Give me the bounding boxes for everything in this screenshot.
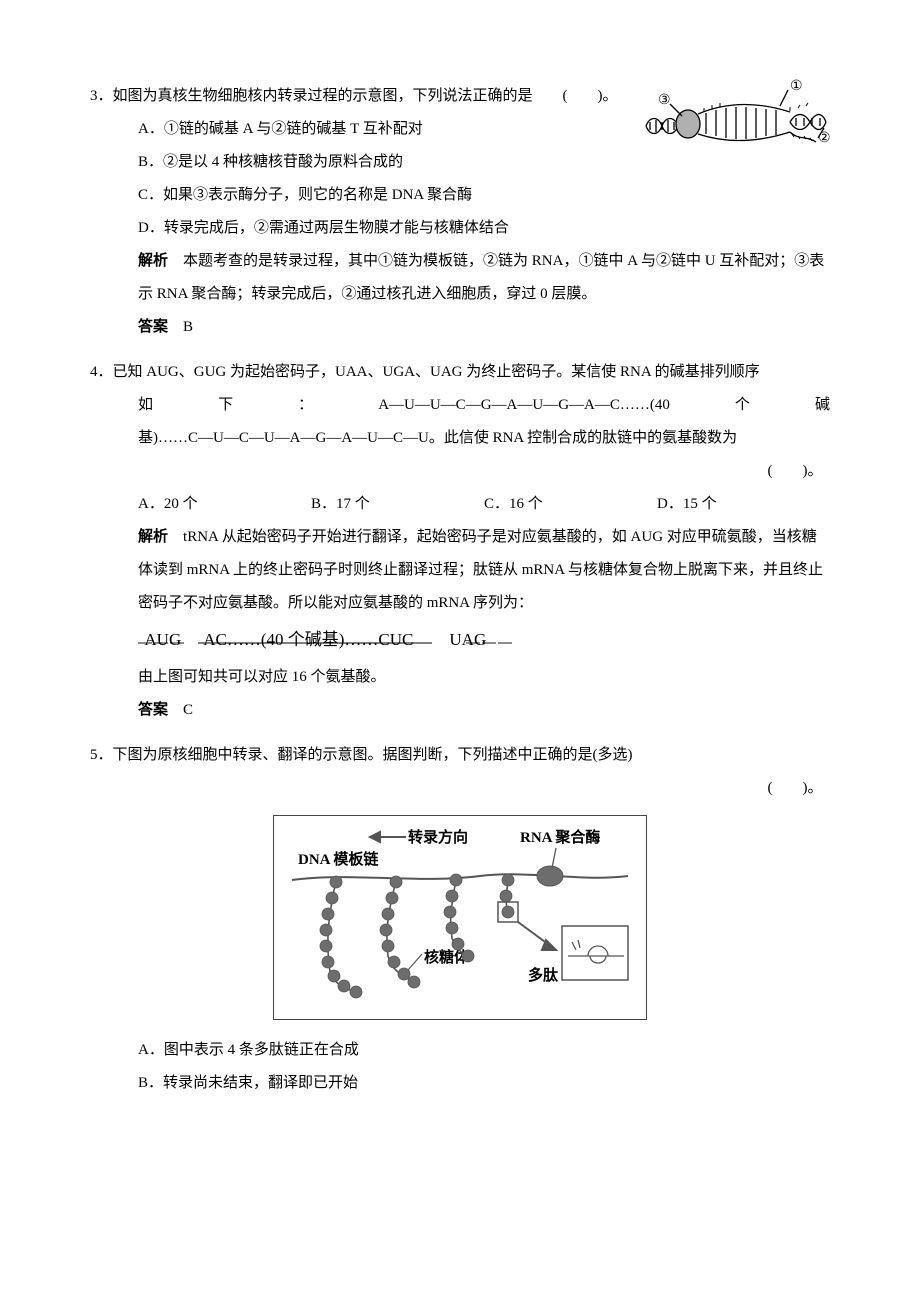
q3-transcription-figure: ① ③ ②	[640, 76, 830, 157]
q4-explain-label: 解析	[138, 529, 168, 545]
q4-option-c: C．16 个	[484, 488, 657, 521]
q5-fig-rnapol-label: RNA 聚合酶	[520, 828, 600, 846]
q3-explain-label: 解析	[138, 253, 168, 269]
q4-option-d: D．15 个	[657, 488, 830, 521]
q5-fig-direction-label: 转录方向	[408, 828, 468, 846]
q3-fig-label-2: ②	[818, 131, 830, 144]
q3-answer-value: B	[183, 319, 193, 335]
q4-stem-line2: 如 下 ： A—U—U—C—G—A—U—G—A—C……(40 个 碱	[90, 389, 830, 422]
q4-stem-line3: 基)……C—U—C—U—A—G—A—U—C—U。此信使 RNA 控制合成的肽链中…	[90, 422, 830, 455]
q4-option-b: B．17 个	[311, 488, 484, 521]
q3-answer-label: 答案	[138, 319, 168, 335]
q3-number: 3．	[90, 88, 113, 104]
q5-fig-polypeptide-label: 多肽	[528, 966, 559, 984]
q3-answer: 答案 B	[90, 311, 830, 344]
q4-answer-label: 答案	[138, 702, 168, 718]
q5-option-a: A．图中表示 4 条多肽链正在合成	[90, 1034, 830, 1067]
q4-option-a: A．20 个	[138, 488, 311, 521]
q5-figure: 转录方向 RNA 聚合酶 DNA 模板链 核糖体 多肽	[90, 815, 830, 1020]
q4-seq-underlines	[90, 637, 830, 645]
q5-number: 5．	[90, 747, 113, 763]
q4-stem: 已知 AUG、GUG 为起始密码子，UAA、UGA、UAG 为终止密码子。某信使…	[113, 364, 760, 380]
q3-paren: ( )。	[563, 88, 618, 104]
q5-stem: 下图为原核细胞中转录、翻译的示意图。据图判断，下列描述中正确的是(多选)	[113, 747, 633, 763]
q5-option-b: B．转录尚未结束，翻译即已开始	[90, 1067, 830, 1100]
q4-paren: ( )。	[90, 455, 830, 488]
q5-fig-dna-label: DNA 模板链	[298, 850, 379, 868]
q4-options: A．20 个 B．17 个 C．16 个 D．15 个	[90, 488, 830, 521]
q3-explain: 解析 本题考查的是转录过程，其中①链为模板链，②链为 RNA，①链中 A 与②链…	[90, 245, 830, 311]
question-3: ① ③ ② 3．如图为真核生物细胞核内转录过程的示意图，下列说法正确的是 ( )…	[90, 80, 830, 344]
q3-fig-label-3: ③	[658, 93, 671, 108]
q4-answer: 答案 C	[90, 694, 830, 727]
q3-explain-text: 本题考查的是转录过程，其中①链为模板链，②链为 RNA，①链中 A 与②链中 U…	[138, 253, 824, 302]
q4-conclusion: 由上图可知共可以对应 16 个氨基酸。	[90, 661, 830, 694]
q4-number: 4．	[90, 364, 113, 380]
q5-stem-row: 5．下图为原核细胞中转录、翻译的示意图。据图判断，下列描述中正确的是(多选)	[90, 739, 830, 772]
q5-paren: ( )。	[90, 772, 830, 805]
question-4: 4．已知 AUG、GUG 为起始密码子，UAA、UGA、UAG 为终止密码子。某…	[90, 356, 830, 727]
q3-stem-row: ① ③ ② 3．如图为真核生物细胞核内转录过程的示意图，下列说法正确的是 ( )…	[90, 80, 830, 113]
q4-explain-text: tRNA 从起始密码子开始进行翻译，起始密码子是对应氨基酸的，如 AUG 对应甲…	[138, 529, 823, 611]
q3-option-c: C．如果③表示酶分子，则它的名称是 DNA 聚合酶	[90, 179, 830, 212]
q3-stem: 如图为真核生物细胞核内转录过程的示意图，下列说法正确的是	[113, 88, 533, 104]
q3-option-d: D．转录完成后，②需通过两层生物膜才能与核糖体结合	[90, 212, 830, 245]
q3-fig-label-1: ①	[790, 79, 803, 94]
q4-explain: 解析 tRNA 从起始密码子开始进行翻译，起始密码子是对应氨基酸的，如 AUG …	[90, 521, 830, 620]
q4-answer-value: C	[183, 702, 193, 718]
question-5: 5．下图为原核细胞中转录、翻译的示意图。据图判断，下列描述中正确的是(多选) (…	[90, 739, 830, 1100]
q4-stem-line1: 4．已知 AUG、GUG 为起始密码子，UAA、UGA、UAG 为终止密码子。某…	[90, 356, 830, 389]
